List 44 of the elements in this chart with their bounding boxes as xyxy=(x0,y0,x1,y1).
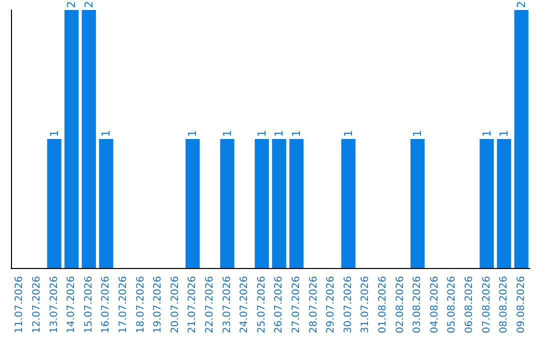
x-tick-label: 11.07.2026 xyxy=(14,276,26,334)
data-label: 1 xyxy=(255,130,268,137)
x-tick-label: 12.07.2026 xyxy=(31,276,42,334)
x-tick-label: 23.07.2026 xyxy=(222,276,233,334)
x-tick-label: 05.08.2026 xyxy=(446,276,458,334)
x-tick-label: 27.07.2026 xyxy=(290,276,302,334)
x-tick-label: 24.07.2026 xyxy=(239,276,250,334)
data-label: 1 xyxy=(480,130,494,137)
data-label: 1 xyxy=(48,130,61,137)
x-tick-label: 31.07.2026 xyxy=(360,276,372,334)
data-label: 1 xyxy=(272,130,286,137)
x-tick-label: 03.08.2026 xyxy=(412,276,424,334)
x-tick-label: 29.07.2026 xyxy=(326,276,337,334)
data-label: 1 xyxy=(220,130,234,137)
x-tick-label: 13.07.2026 xyxy=(48,276,60,334)
data-label: 1 xyxy=(498,130,511,137)
data-label: 1 xyxy=(342,130,355,137)
data-label: 2 xyxy=(82,1,96,8)
x-tick-label: 15.07.2026 xyxy=(83,276,94,334)
data-label: 2 xyxy=(514,1,528,8)
x-tick-label: 26.07.2026 xyxy=(274,276,285,334)
x-tick-label: 22.07.2026 xyxy=(204,276,216,334)
data-label: 1 xyxy=(186,130,200,137)
x-tick-label: 21.07.2026 xyxy=(187,276,198,334)
data-label: 2 xyxy=(65,1,78,8)
x-tick-label: 09.08.2026 xyxy=(516,276,527,334)
x-tick-label: 06.08.2026 xyxy=(464,276,475,334)
x-tick-label: 04.08.2026 xyxy=(429,276,440,334)
data-label: 1 xyxy=(290,130,303,137)
x-tick-label: 07.08.2026 xyxy=(481,276,492,334)
x-tick-label: 14.07.2026 xyxy=(66,276,78,334)
x-tick-label: 20.07.2026 xyxy=(170,276,181,334)
x-tick-label: 16.07.2026 xyxy=(100,276,112,334)
x-tick-label: 30.07.2026 xyxy=(342,276,354,334)
data-label: 1 xyxy=(411,130,424,137)
x-tick-label: 18.07.2026 xyxy=(135,276,146,334)
x-tick-label: 25.07.2026 xyxy=(256,276,268,334)
x-tick-label: 19.07.2026 xyxy=(152,276,164,334)
x-tick-label: 01.08.2026 xyxy=(377,276,388,334)
x-tick-label: 28.07.2026 xyxy=(308,276,320,334)
x-tick-label: 08.08.2026 xyxy=(498,276,510,334)
x-tick-label: 17.07.2026 xyxy=(118,276,129,334)
x-tick-label: 02.08.2026 xyxy=(394,276,406,334)
data-label: 1 xyxy=(100,130,113,137)
